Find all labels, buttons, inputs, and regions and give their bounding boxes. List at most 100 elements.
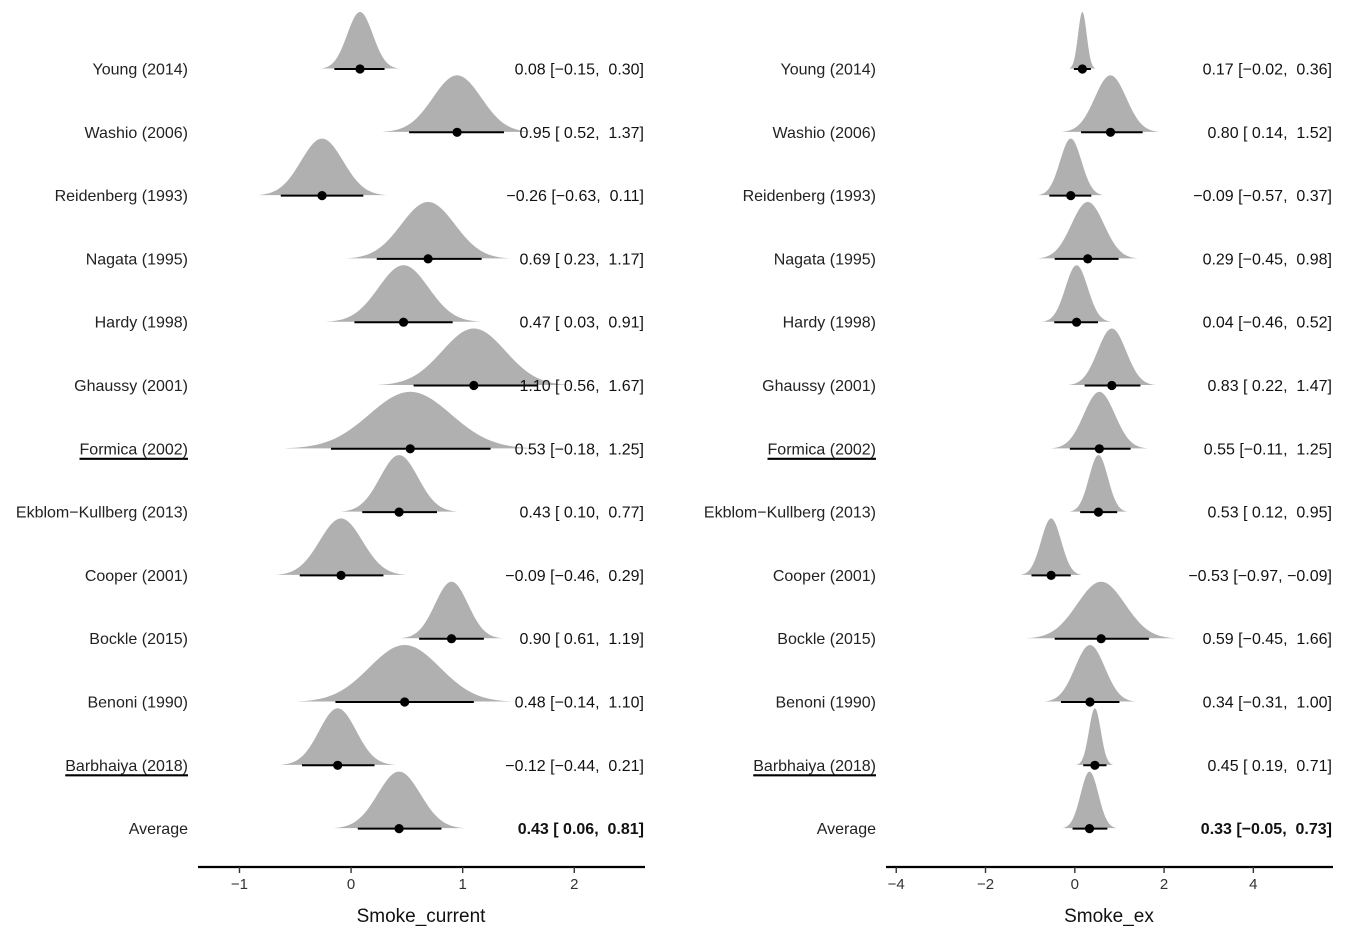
point-estimate <box>1094 444 1104 454</box>
density-curve <box>274 518 408 575</box>
ci-value-text: 0.55 [−0.11, 1.25] <box>1204 441 1332 458</box>
point-estimate <box>452 127 462 137</box>
point-estimate <box>405 444 415 454</box>
ci-value-text: 0.59 [−0.45, 1.66] <box>1203 631 1332 648</box>
study-label: Washio (2006) <box>85 125 188 142</box>
panel-smoke-ex: Young (2014) 0.17 [−0.02, 0.36]Washio (20… <box>704 12 1333 926</box>
density-curve <box>280 708 396 765</box>
study-row: Cooper (2001) −0.09 [−0.46, 0.29] <box>85 518 644 585</box>
ci-value-text: −0.26 [−0.63, 0.11] <box>506 188 644 205</box>
ci-value-text: −0.12 [−0.44, 0.21] <box>505 758 644 775</box>
ci-value-text: 0.69 [ 0.23, 1.17] <box>519 251 644 268</box>
study-label: Young (2014) <box>93 62 189 79</box>
study-label: Hardy (1998) <box>783 315 876 332</box>
study-label: Bockle (2015) <box>89 631 188 648</box>
density-curve <box>339 455 459 512</box>
density-curve <box>295 645 515 702</box>
ci-value-text: 0.08 [−0.15, 0.30] <box>515 62 644 79</box>
point-estimate <box>1071 317 1082 327</box>
point-estimate <box>1046 570 1056 581</box>
x-tick-label: 2 <box>570 876 578 893</box>
point-estimate <box>1090 760 1100 770</box>
point-estimate <box>1107 380 1117 391</box>
study-row: Washio (2006) 0.80 [ 0.14, 1.52] <box>773 75 1332 142</box>
study-row: Average 0.43 [ 0.06, 0.81] <box>129 771 644 838</box>
ci-value-text: −0.09 [−0.46, 0.29] <box>505 568 644 585</box>
density-curve <box>325 265 482 322</box>
x-tick-label: −4 <box>888 876 905 893</box>
density-curve <box>1041 265 1112 322</box>
study-row: Benoni (1990) 0.34 [−0.31, 1.00] <box>775 645 1332 712</box>
density-curve <box>332 771 466 829</box>
density-curve <box>1067 328 1156 386</box>
x-tick-label: −1 <box>231 876 248 893</box>
study-label: Barbhaiya (2018) <box>65 758 188 775</box>
point-estimate <box>446 634 457 644</box>
x-axis-label: Smoke_current <box>357 906 487 926</box>
density-curve <box>382 75 533 132</box>
study-row: Young (2014) 0.08 [−0.15, 0.30] <box>93 12 644 79</box>
density-curve <box>320 12 400 69</box>
density-curve <box>1037 138 1104 196</box>
ci-value-text: 0.34 [−0.31, 1.00] <box>1203 695 1332 712</box>
density-curve <box>345 201 512 259</box>
ci-value-text: 0.48 [−0.14, 1.10] <box>515 695 644 712</box>
point-estimate <box>336 570 346 581</box>
point-estimate <box>1085 697 1095 707</box>
study-row: Barbhaiya (2018) −0.12 [−0.44, 0.21] <box>65 708 644 777</box>
panel-smoke-current: Young (2014) 0.08 [−0.15, 0.30] Washio (20… <box>16 12 645 926</box>
ci-value-text: −0.09 [−0.57, 0.37] <box>1193 188 1332 205</box>
study-label: Benoni (1990) <box>775 695 876 712</box>
study-row: Ekblom−Kullberg (2013) 0.53 [ 0.12, 0.95] <box>704 455 1332 522</box>
density-curve <box>1043 645 1137 702</box>
study-label: Hardy (1998) <box>95 315 188 332</box>
ci-value-text: 0.95 [ 0.52, 1.37] <box>519 125 644 142</box>
x-tick-label: 2 <box>1160 876 1168 893</box>
study-row: Formica (2002) 0.53 [−0.18, 1.25] <box>79 391 644 460</box>
point-estimate <box>394 824 404 834</box>
study-label: Washio (2006) <box>773 125 876 142</box>
point-estimate <box>317 191 327 201</box>
study-row: Bockle (2015) 0.90 [ 0.61, 1.19] <box>89 581 644 648</box>
density-curve <box>256 138 388 196</box>
study-label: Barbhaiya (2018) <box>753 758 876 775</box>
point-estimate <box>400 697 410 707</box>
study-label: Ekblom−Kullberg (2013) <box>704 505 876 522</box>
density-curve <box>1069 455 1128 512</box>
ci-value-text: −0.53 [−0.97, −0.09] <box>1188 568 1332 585</box>
study-label: Formica (2002) <box>80 441 188 458</box>
ci-value-text: 0.83 [ 0.22, 1.47] <box>1207 378 1332 395</box>
point-estimate <box>1096 634 1106 644</box>
point-estimate <box>1105 127 1116 137</box>
study-row: Average 0.33 [−0.05, 0.73] <box>817 771 1332 838</box>
ci-value-text: 0.29 [−0.45, 0.98] <box>1203 251 1332 268</box>
study-label: Nagata (1995) <box>774 251 876 268</box>
study-row: Hardy (1998) 0.47 [ 0.03, 0.91] <box>95 265 644 332</box>
point-estimate <box>469 380 479 391</box>
ci-value-text: 0.90 [ 0.61, 1.19] <box>519 631 644 648</box>
study-label: Formica (2002) <box>768 441 876 458</box>
x-tick-label: −2 <box>977 876 994 893</box>
point-estimate <box>1084 824 1095 834</box>
study-row: Bockle (2015) 0.59 [−0.45, 1.66] <box>777 581 1332 648</box>
ci-value-text: 0.53 [ 0.12, 0.95] <box>1207 505 1332 522</box>
ci-value-text: 0.80 [ 0.14, 1.52] <box>1207 125 1332 142</box>
density-curve <box>400 581 503 639</box>
point-estimate <box>355 64 365 74</box>
density-curve <box>284 391 537 449</box>
ci-value-text: 0.17 [−0.02, 0.36] <box>1203 62 1332 79</box>
study-label: Bockle (2015) <box>777 631 876 648</box>
density-curve <box>1051 391 1148 449</box>
study-label: Reidenberg (1993) <box>55 188 188 205</box>
density-curve <box>1076 708 1114 765</box>
point-estimate <box>1066 191 1076 201</box>
density-curve <box>1068 12 1096 69</box>
ci-value-text: 0.43 [ 0.10, 0.77] <box>519 505 644 522</box>
study-label: Young (2014) <box>781 62 877 79</box>
study-label: Ekblom−Kullberg (2013) <box>16 505 188 522</box>
point-estimate <box>423 254 433 264</box>
study-label: Ghaussy (2001) <box>74 378 188 395</box>
study-row: Hardy (1998) 0.04 [−0.46, 0.52] <box>783 265 1332 332</box>
point-estimate <box>398 317 409 327</box>
